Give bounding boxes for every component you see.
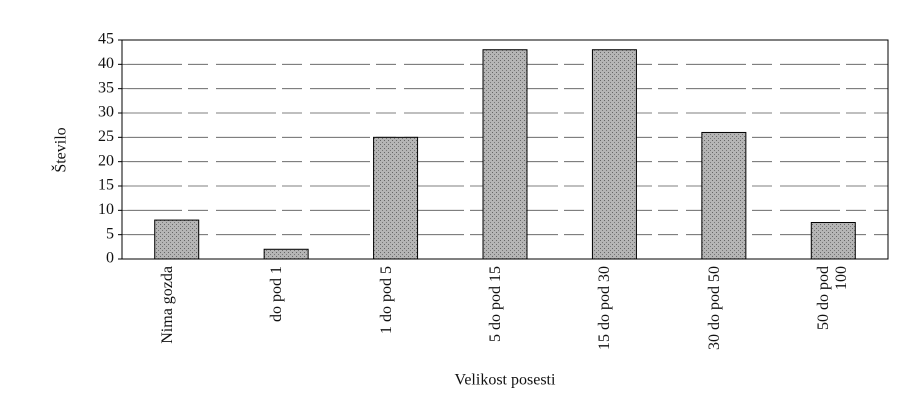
x-tick-label: 15 do pod 30 — [596, 266, 614, 350]
bar — [373, 136, 419, 260]
bar — [810, 222, 856, 260]
x-tick-label: 30 do pod 50 — [705, 266, 723, 350]
y-tick-label: 20 — [98, 152, 114, 169]
x-tick-label: Nima gozda — [158, 266, 176, 344]
x-tick-label: do pod 1 — [268, 266, 286, 322]
y-tick-label: 40 — [98, 55, 114, 72]
y-tick-label: 25 — [98, 128, 114, 145]
y-tick-label: 35 — [98, 79, 114, 96]
bar — [263, 248, 309, 260]
y-tick-label: 15 — [98, 177, 114, 194]
y-tick-label: 5 — [106, 225, 114, 242]
y-tick-label: 30 — [98, 104, 114, 121]
bar — [591, 49, 637, 260]
y-tick-label: 0 — [106, 250, 114, 267]
y-tick-label: 10 — [98, 201, 114, 218]
bar — [701, 131, 747, 260]
x-axis-label: Velikost posesti — [455, 372, 556, 389]
x-tick-label: 1 do pod 5 — [377, 266, 395, 334]
bar — [482, 49, 528, 260]
y-tick-label: 45 — [98, 31, 114, 48]
bar — [154, 219, 200, 260]
x-tick-label: 5 do pod 15 — [487, 266, 504, 342]
y-axis-label: Število — [51, 127, 70, 172]
x-tick-label: 50 do pod 100 — [815, 266, 851, 330]
